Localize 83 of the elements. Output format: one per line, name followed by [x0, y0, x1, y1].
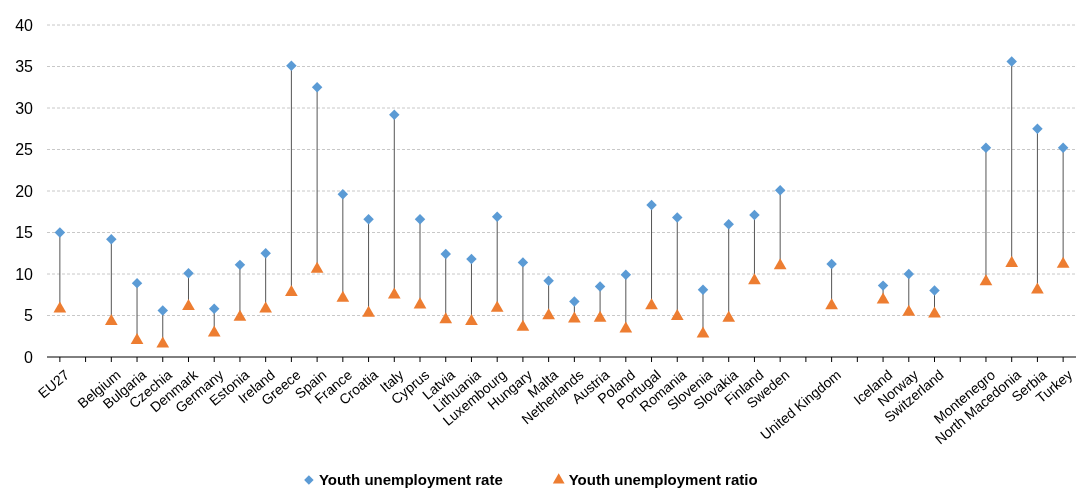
point — [928, 306, 941, 318]
point — [723, 218, 734, 230]
point — [53, 301, 67, 313]
y-tick-label: 30 — [15, 99, 34, 117]
point — [645, 298, 658, 310]
point — [593, 310, 607, 322]
point — [569, 296, 580, 307]
point — [491, 211, 503, 222]
point — [234, 259, 246, 271]
point — [696, 326, 710, 338]
point — [1031, 282, 1044, 294]
point — [260, 248, 271, 259]
point — [285, 284, 298, 296]
point — [749, 209, 760, 221]
point — [876, 292, 890, 304]
point — [773, 258, 787, 270]
point — [1006, 56, 1017, 67]
y-tick-label: 25 — [15, 141, 34, 159]
point — [183, 267, 194, 279]
point — [233, 309, 247, 321]
point — [182, 299, 195, 311]
point — [337, 189, 349, 200]
legend-label: Youth unemployment ratio — [568, 471, 758, 488]
point — [542, 308, 555, 320]
point — [877, 280, 889, 291]
point — [156, 336, 170, 348]
point — [646, 199, 657, 211]
legend-label: Youth unemployment rate — [318, 471, 503, 488]
point — [104, 313, 118, 325]
point — [672, 212, 683, 223]
point — [106, 233, 117, 245]
point — [207, 325, 221, 337]
y-tick-label: 0 — [24, 348, 34, 366]
y-tick-label: 40 — [15, 16, 34, 34]
point — [543, 275, 554, 286]
point — [466, 253, 477, 265]
point — [363, 213, 374, 225]
point — [903, 268, 915, 280]
point — [516, 319, 530, 331]
point — [697, 284, 709, 296]
point — [54, 227, 66, 238]
point — [748, 273, 761, 285]
y-tick-label: 20 — [15, 182, 34, 200]
point — [311, 82, 323, 93]
point — [414, 213, 426, 225]
point — [465, 313, 478, 325]
point — [722, 310, 736, 322]
y-tick-label: 10 — [15, 265, 34, 283]
point — [568, 311, 581, 323]
point — [1056, 256, 1070, 268]
point — [259, 301, 273, 313]
y-tick-label: 35 — [15, 58, 34, 76]
point — [929, 285, 940, 296]
point — [902, 304, 916, 316]
y-tick-label: 15 — [15, 224, 34, 242]
point — [208, 303, 220, 315]
point — [1057, 142, 1069, 154]
point — [130, 333, 144, 345]
point — [413, 297, 427, 309]
point — [825, 298, 838, 310]
point — [131, 277, 143, 289]
point — [336, 290, 350, 302]
point — [619, 321, 633, 333]
point — [1005, 255, 1019, 267]
point — [826, 258, 837, 270]
point — [310, 261, 324, 273]
point — [517, 257, 529, 268]
point — [362, 305, 375, 317]
point — [286, 60, 297, 71]
point — [774, 184, 786, 196]
point — [439, 312, 453, 324]
y-tick-label: 5 — [24, 307, 34, 325]
point — [620, 269, 632, 281]
point — [389, 109, 400, 120]
point — [440, 248, 451, 260]
point — [594, 281, 606, 292]
point — [670, 308, 684, 320]
point — [157, 305, 169, 316]
point — [490, 300, 504, 312]
point — [1032, 123, 1043, 134]
point — [980, 142, 992, 154]
point — [979, 274, 993, 286]
point — [387, 287, 401, 299]
